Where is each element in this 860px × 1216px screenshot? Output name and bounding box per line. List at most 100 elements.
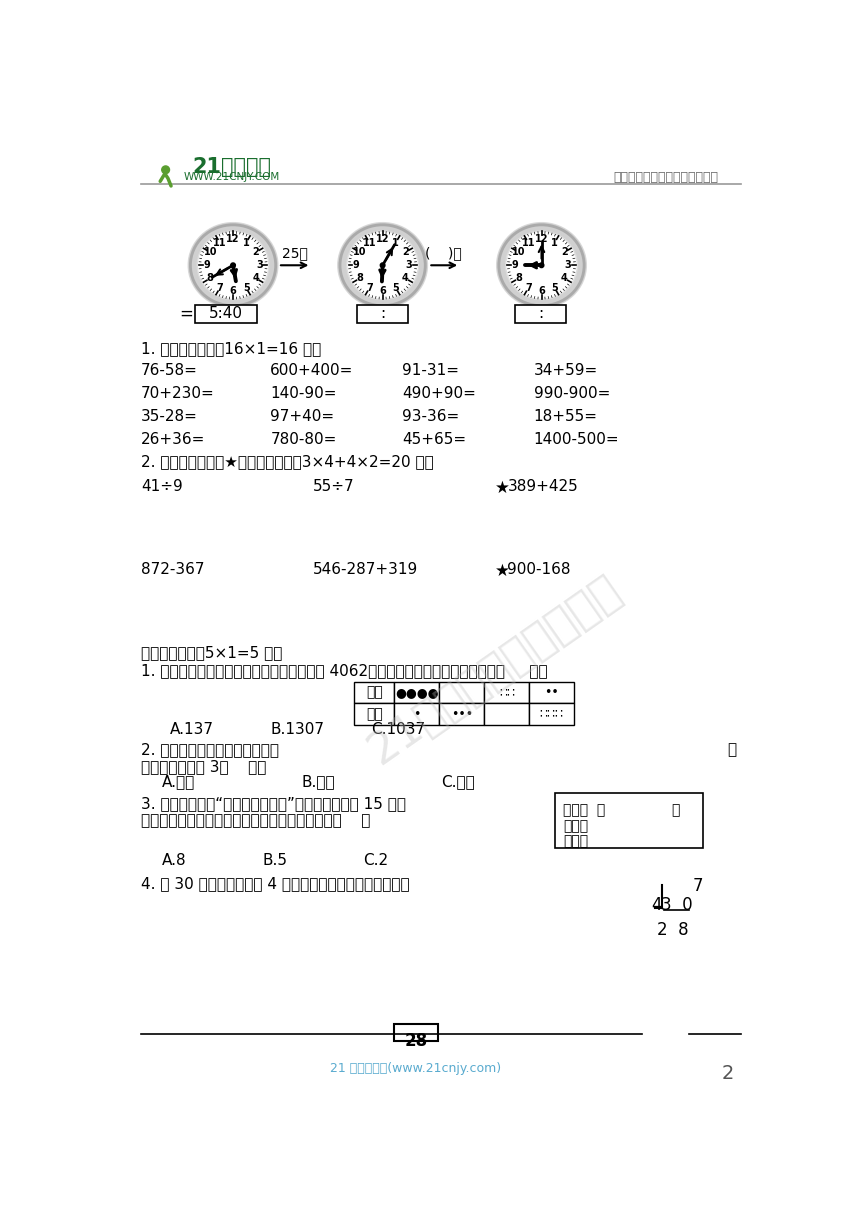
Text: ∷∷∷: ∷∷∷ [540, 708, 564, 721]
Text: 25分: 25分 [282, 246, 308, 260]
Circle shape [380, 263, 385, 268]
Circle shape [539, 263, 544, 268]
Text: 2  8: 2 8 [657, 921, 689, 939]
Text: 1. 小宁用珠子摆了一个四位数，可以表示为 4062。小刚以同样的方式表示的数是（     ）。: 1. 小宁用珠子摆了一个四位数，可以表示为 4062。小刚以同样的方式表示的数是… [141, 664, 548, 679]
Text: 4: 4 [253, 274, 259, 283]
Text: 7: 7 [217, 283, 224, 293]
Bar [395, 703, 439, 725]
Text: 546-287+319: 546-287+319 [313, 562, 418, 576]
Text: ★: ★ [495, 562, 510, 580]
Text: C.2: C.2 [363, 852, 389, 868]
Text: 990-900=: 990-900= [534, 387, 610, 401]
Text: 8: 8 [206, 274, 213, 283]
Bar [354, 682, 395, 703]
Text: 3: 3 [564, 260, 571, 270]
Text: 76-58=: 76-58= [141, 364, 198, 378]
Text: 1. 直接写得数。（16×1=16 分）: 1. 直接写得数。（16×1=16 分） [141, 342, 321, 356]
Text: 12: 12 [226, 235, 240, 244]
Text: 5: 5 [392, 283, 399, 293]
Text: 4: 4 [561, 274, 568, 283]
Text: 12: 12 [535, 235, 549, 244]
Text: 21世纪教育网精选资料: 21世纪教育网精选资料 [361, 567, 630, 772]
Text: WWW.21CNJY.COM: WWW.21CNJY.COM [183, 173, 280, 182]
Text: ★: ★ [495, 479, 510, 496]
Bar [484, 703, 529, 725]
Bar [195, 304, 257, 323]
Text: 2: 2 [722, 1064, 734, 1082]
Text: 140-90=: 140-90= [270, 387, 337, 401]
Text: 10: 10 [353, 247, 366, 257]
Ellipse shape [496, 223, 587, 309]
Text: 4. 用 30 朵花扎花束，每 4 朵扎成一束，可以扎多少束？小: 4. 用 30 朵花扎花束，每 4 朵扎成一束，可以扎多少束？小 [141, 876, 409, 891]
Text: C.1037: C.1037 [371, 722, 425, 737]
Ellipse shape [190, 225, 276, 305]
Text: 7: 7 [693, 878, 703, 895]
Text: A.137: A.137 [169, 722, 213, 737]
Ellipse shape [498, 224, 586, 306]
Text: •••: ••• [451, 708, 473, 721]
Text: 2. 用竖式计算，带★号的要验算。（3×4+4×2=20 分）: 2. 用竖式计算，带★号的要验算。（3×4+4×2=20 分） [141, 454, 433, 469]
Text: 3: 3 [256, 260, 263, 270]
Circle shape [162, 165, 169, 174]
Ellipse shape [496, 223, 587, 308]
Text: 10: 10 [204, 247, 217, 257]
Text: 7: 7 [366, 283, 373, 293]
Bar [357, 304, 408, 323]
Text: =: = [180, 305, 194, 322]
Text: 1400-500=: 1400-500= [534, 433, 619, 447]
Text: B.5: B.5 [262, 852, 287, 868]
Bar [529, 703, 574, 725]
Text: 3: 3 [406, 260, 412, 270]
Text: 45+65=: 45+65= [402, 433, 466, 447]
Text: 28: 28 [404, 1032, 427, 1051]
Bar [556, 793, 703, 849]
Ellipse shape [190, 224, 276, 306]
Ellipse shape [347, 231, 419, 299]
Bar [354, 703, 395, 725]
Ellipse shape [340, 225, 425, 305]
Text: :: : [538, 306, 544, 321]
Text: 11: 11 [521, 237, 535, 248]
Text: •: • [413, 708, 421, 721]
Ellipse shape [188, 223, 278, 308]
Text: 12: 12 [376, 235, 390, 244]
Text: 1: 1 [551, 237, 558, 248]
Bar [515, 304, 566, 323]
Text: 91-31=: 91-31= [402, 364, 459, 378]
Text: 9: 9 [353, 260, 359, 270]
Text: 900-168: 900-168 [507, 562, 571, 576]
Ellipse shape [187, 223, 279, 309]
Ellipse shape [339, 224, 427, 306]
Text: 2: 2 [253, 247, 259, 257]
Ellipse shape [498, 224, 585, 306]
Text: ••: •• [544, 686, 559, 699]
Text: 490+90=: 490+90= [402, 387, 476, 401]
Ellipse shape [506, 231, 577, 299]
Bar [484, 682, 529, 703]
Text: 41÷9: 41÷9 [141, 479, 182, 494]
Text: 600+400=: 600+400= [270, 364, 353, 378]
Text: 6: 6 [379, 287, 386, 297]
Text: 5: 5 [551, 283, 558, 293]
Text: 55÷7: 55÷7 [313, 479, 354, 494]
Text: 11: 11 [363, 237, 376, 248]
Text: 8: 8 [515, 274, 522, 283]
Bar [529, 682, 574, 703]
Ellipse shape [189, 224, 277, 306]
Ellipse shape [188, 223, 278, 308]
Text: A.分米: A.分米 [162, 775, 195, 789]
Text: 4: 4 [651, 896, 661, 914]
Circle shape [230, 263, 236, 268]
Ellipse shape [197, 231, 269, 299]
Text: 8: 8 [356, 274, 363, 283]
Ellipse shape [338, 223, 427, 308]
Text: 赢：正  下: 赢：正 下 [563, 804, 605, 817]
Text: 7: 7 [525, 283, 531, 293]
Text: 2. 写字时，正确的握笔姿势应该: 2. 写字时，正确的握笔姿势应该 [141, 742, 279, 756]
Text: 3  0: 3 0 [660, 896, 692, 914]
Text: 21 世纪教育网(www.21cnjy.com): 21 世纪教育网(www.21cnjy.com) [330, 1063, 501, 1075]
Text: 4: 4 [402, 274, 408, 283]
Text: 11: 11 [213, 237, 227, 248]
Bar [395, 682, 439, 703]
Ellipse shape [338, 223, 427, 308]
